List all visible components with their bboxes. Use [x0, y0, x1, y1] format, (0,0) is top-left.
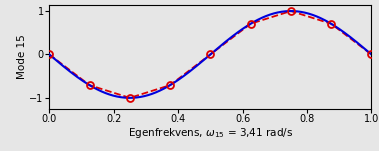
X-axis label: Egenfrekvens, $\omega_{15}$ = 3,41 rad/s: Egenfrekvens, $\omega_{15}$ = 3,41 rad/s: [128, 126, 293, 140]
Y-axis label: Mode 15: Mode 15: [17, 34, 27, 79]
